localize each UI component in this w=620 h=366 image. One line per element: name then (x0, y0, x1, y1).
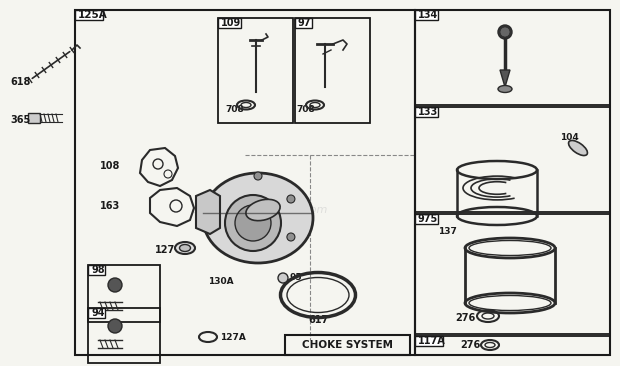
Text: 133: 133 (418, 107, 438, 117)
Bar (88, 265, 105, 275)
Bar (295, 18, 312, 28)
Text: 276: 276 (460, 340, 481, 350)
Text: 94: 94 (91, 308, 105, 318)
Circle shape (498, 25, 512, 39)
Bar (415, 107, 610, 212)
Polygon shape (500, 70, 510, 87)
Bar (415, 214, 438, 224)
Bar (415, 10, 610, 105)
Bar (88, 265, 160, 322)
Bar (88, 308, 105, 318)
Text: 109: 109 (221, 18, 241, 28)
Bar (415, 10, 438, 20)
Ellipse shape (203, 173, 313, 263)
Bar (415, 214, 610, 334)
Ellipse shape (498, 86, 512, 93)
Text: 104: 104 (560, 134, 578, 142)
Text: 163: 163 (100, 201, 120, 211)
Circle shape (500, 27, 510, 37)
Text: 98: 98 (91, 265, 105, 275)
Circle shape (278, 273, 288, 283)
Text: 708: 708 (225, 105, 244, 113)
Text: 127: 127 (155, 245, 175, 255)
Text: eReplacementParts.com: eReplacementParts.com (192, 205, 328, 215)
Text: 117A: 117A (418, 336, 446, 346)
Bar (415, 107, 438, 117)
Bar (75, 10, 415, 355)
Bar (218, 18, 241, 28)
Circle shape (225, 195, 281, 251)
Text: 276: 276 (455, 313, 476, 323)
Polygon shape (196, 190, 220, 234)
Text: 618: 618 (10, 77, 30, 87)
Text: 708: 708 (296, 105, 315, 113)
Bar (218, 18, 293, 123)
Circle shape (235, 205, 271, 241)
Ellipse shape (246, 199, 280, 221)
Bar (28, 113, 40, 123)
Text: CHOKE SYSTEM: CHOKE SYSTEM (302, 340, 393, 350)
Bar (415, 336, 443, 346)
Text: 137: 137 (438, 228, 457, 236)
Text: 95: 95 (290, 273, 303, 283)
Text: 975: 975 (418, 214, 438, 224)
Ellipse shape (569, 141, 588, 156)
Text: 127A: 127A (220, 332, 246, 341)
Circle shape (108, 278, 122, 292)
Circle shape (254, 172, 262, 180)
Bar (75, 10, 103, 20)
Circle shape (287, 195, 295, 203)
Bar (295, 18, 370, 123)
Text: 108: 108 (100, 161, 120, 171)
Text: 130A: 130A (208, 277, 234, 287)
Text: 617: 617 (308, 315, 328, 325)
Bar (88, 308, 160, 363)
Ellipse shape (180, 244, 190, 251)
Circle shape (287, 233, 295, 241)
Bar (415, 336, 610, 355)
Text: 125A: 125A (78, 10, 108, 20)
Text: 365: 365 (10, 115, 30, 125)
Circle shape (108, 319, 122, 333)
Bar (415, 10, 610, 355)
Bar (285, 335, 410, 355)
Ellipse shape (175, 242, 195, 254)
Text: 97: 97 (298, 18, 311, 28)
Text: 134: 134 (418, 10, 438, 20)
